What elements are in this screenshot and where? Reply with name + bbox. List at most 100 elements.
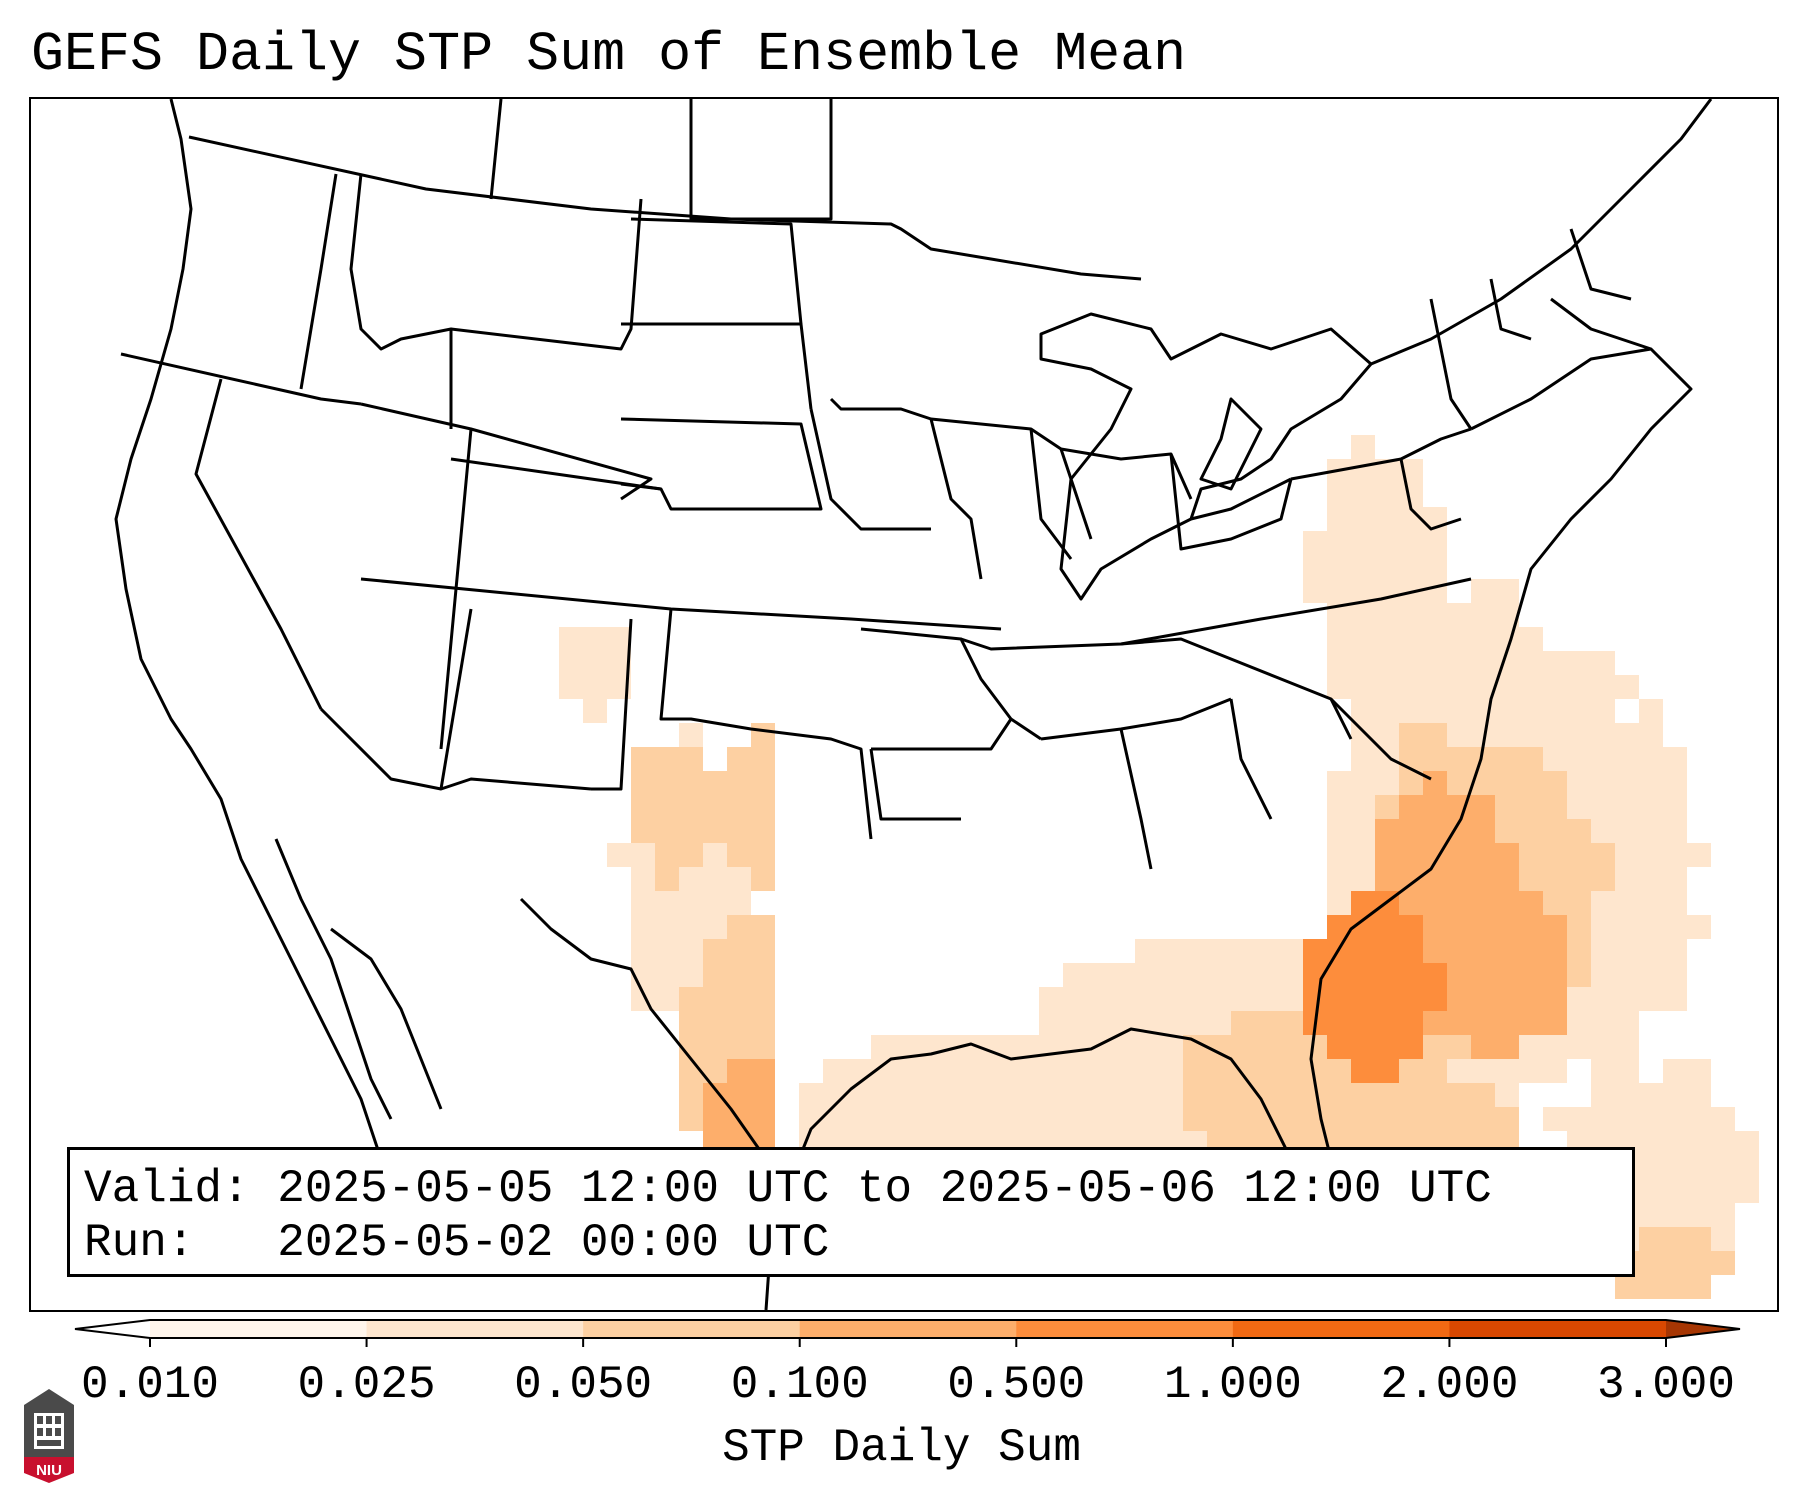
- stp-cell: [1399, 531, 1423, 555]
- stp-cell: [751, 987, 775, 1011]
- stp-cell: [1183, 987, 1207, 1011]
- stp-cell: [799, 1083, 823, 1107]
- stp-cell: [655, 867, 679, 891]
- stp-cell: [967, 1059, 991, 1083]
- stp-cell: [1135, 963, 1159, 987]
- stp-cell: [751, 771, 775, 795]
- stp-shading: [559, 435, 1759, 1299]
- stp-cell: [1663, 1107, 1687, 1131]
- stp-cell: [943, 1107, 967, 1131]
- stp-cell: [1663, 963, 1687, 987]
- stp-cell: [1567, 867, 1591, 891]
- stp-cell: [823, 1059, 847, 1083]
- stp-cell: [1183, 939, 1207, 963]
- stp-cell: [631, 867, 655, 891]
- stp-cell: [1519, 867, 1543, 891]
- stp-cell: [1087, 1059, 1111, 1083]
- stp-cell: [1255, 1059, 1279, 1083]
- stp-cell: [1447, 963, 1471, 987]
- stp-cell: [1327, 795, 1351, 819]
- stp-cell: [1327, 771, 1351, 795]
- stp-cell: [1111, 963, 1135, 987]
- stp-cell: [1423, 1059, 1447, 1083]
- stp-cell: [1591, 987, 1615, 1011]
- stp-cell: [1447, 867, 1471, 891]
- colorbar-segment: [799, 1320, 1017, 1338]
- stp-cell: [1183, 1059, 1207, 1083]
- stp-cell: [1231, 1107, 1255, 1131]
- stp-cell: [1303, 579, 1327, 603]
- stp-cell: [1639, 891, 1663, 915]
- stp-cell: [1279, 1083, 1303, 1107]
- stp-cell: [1639, 1179, 1663, 1203]
- stp-cell: [1495, 747, 1519, 771]
- stp-cell: [1495, 771, 1519, 795]
- stp-cell: [1039, 1011, 1063, 1035]
- stp-cell: [1351, 1059, 1375, 1083]
- stp-cell: [1543, 819, 1567, 843]
- stp-cell: [607, 627, 631, 651]
- stp-cell: [1399, 963, 1423, 987]
- stp-cell: [1039, 987, 1063, 1011]
- stp-cell: [1519, 1059, 1543, 1083]
- stp-cell: [1327, 987, 1351, 1011]
- stp-cell: [1519, 675, 1543, 699]
- stp-cell: [1279, 1035, 1303, 1059]
- stp-cell: [1351, 555, 1375, 579]
- stp-cell: [1327, 819, 1351, 843]
- stp-cell: [1687, 843, 1711, 867]
- stp-cell: [1495, 1083, 1519, 1107]
- stp-cell: [703, 987, 727, 1011]
- stp-cell: [1519, 915, 1543, 939]
- colorbar-segment: [366, 1320, 584, 1338]
- stp-cell: [1543, 939, 1567, 963]
- stp-cell: [1567, 987, 1591, 1011]
- stp-cell: [1615, 987, 1639, 1011]
- stp-cell: [703, 819, 727, 843]
- stp-cell: [679, 771, 703, 795]
- stp-cell: [1351, 507, 1375, 531]
- stp-cell: [1447, 675, 1471, 699]
- stp-cell: [1327, 1083, 1351, 1107]
- stp-cell: [1399, 987, 1423, 1011]
- stp-cell: [1663, 867, 1687, 891]
- stp-cell: [1663, 1275, 1687, 1299]
- stp-cell: [1567, 819, 1591, 843]
- stp-cell: [1639, 1155, 1663, 1179]
- stp-cell: [1399, 771, 1423, 795]
- stp-cell: [655, 939, 679, 963]
- stp-cell: [1543, 1035, 1567, 1059]
- stp-cell: [1567, 1107, 1591, 1131]
- stp-cell: [1015, 1107, 1039, 1131]
- stp-cell: [1423, 531, 1447, 555]
- stp-cell: [751, 1059, 775, 1083]
- stp-cell: [1111, 1059, 1135, 1083]
- stp-cell: [1639, 843, 1663, 867]
- stp-cell: [631, 747, 655, 771]
- stp-cell: [1711, 1107, 1735, 1131]
- stp-cell: [1375, 723, 1399, 747]
- stp-cell: [1375, 603, 1399, 627]
- niu-logo: NIU: [24, 1389, 74, 1483]
- stp-cell: [1423, 795, 1447, 819]
- stp-cell: [1135, 1107, 1159, 1131]
- stp-cell: [1423, 627, 1447, 651]
- stp-cell: [1255, 987, 1279, 1011]
- stp-cell: [1375, 867, 1399, 891]
- stp-cell: [1207, 987, 1231, 1011]
- stp-cell: [631, 771, 655, 795]
- stp-cell: [1015, 1059, 1039, 1083]
- stp-cell: [1447, 891, 1471, 915]
- colorbar-tick-label: 0.500: [947, 1359, 1086, 1411]
- stp-cell: [1159, 963, 1183, 987]
- stp-cell: [1351, 483, 1375, 507]
- stp-cell: [1663, 1251, 1687, 1275]
- colorbar-segment: [583, 1320, 801, 1338]
- stp-cell: [1447, 987, 1471, 1011]
- stp-cell: [1471, 627, 1495, 651]
- stp-cell: [1303, 555, 1327, 579]
- stp-cell: [1423, 603, 1447, 627]
- stp-cell: [559, 675, 583, 699]
- stp-cell: [1591, 675, 1615, 699]
- stp-cell: [1615, 1107, 1639, 1131]
